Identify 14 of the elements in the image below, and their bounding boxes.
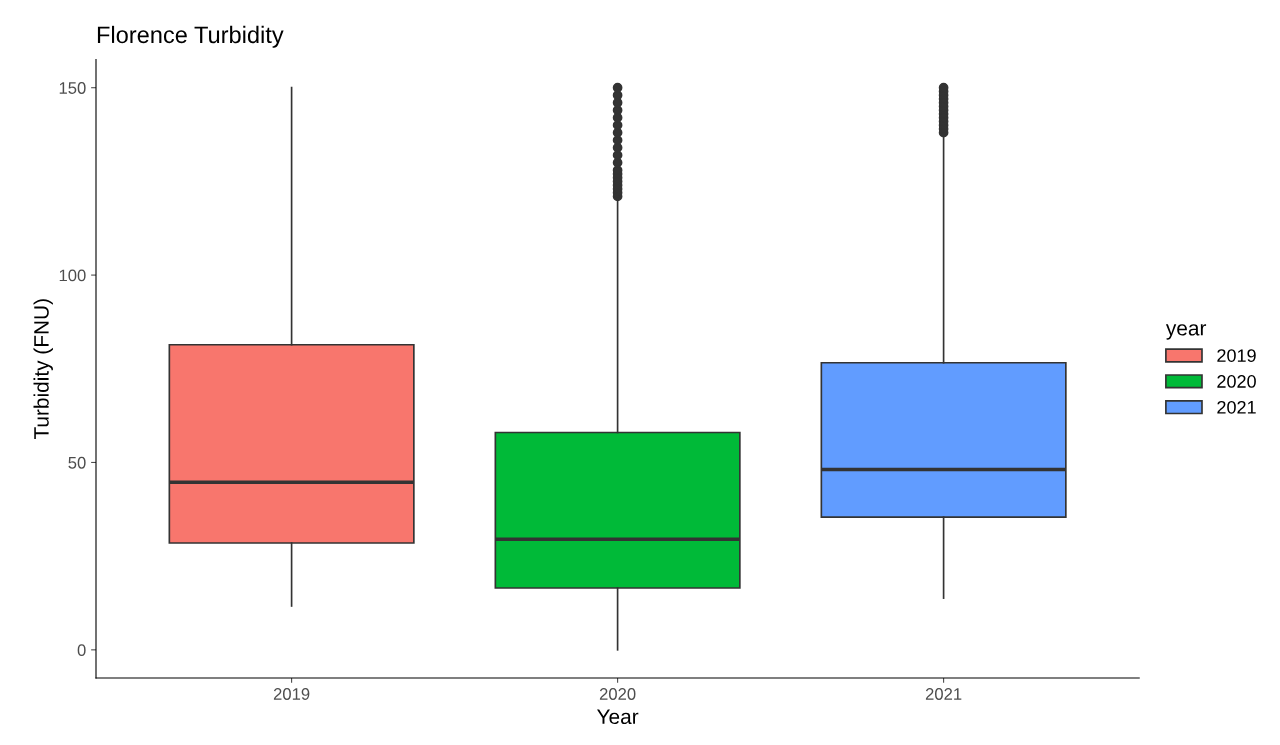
x-tick-label: 2019 bbox=[273, 688, 310, 700]
legend-label: 2021 bbox=[1217, 400, 1256, 414]
y-tick-label: 0 bbox=[77, 644, 86, 657]
x-tick-label: 2021 bbox=[925, 688, 962, 700]
legend-title: year bbox=[1165, 324, 1207, 340]
y-axis-title: Turbidity (FNU) bbox=[33, 299, 53, 440]
x-axis-title: Year bbox=[597, 709, 639, 725]
legend-label: 2019 bbox=[1217, 349, 1256, 362]
y-tick-label: 100 bbox=[59, 269, 86, 282]
x-tick-label: 2020 bbox=[599, 688, 636, 700]
legend-label: 2020 bbox=[1217, 375, 1256, 388]
y-tick-label: 50 bbox=[68, 456, 86, 469]
y-tick-label: 150 bbox=[59, 82, 86, 94]
chart-title: Florence Turbidity bbox=[97, 25, 284, 48]
